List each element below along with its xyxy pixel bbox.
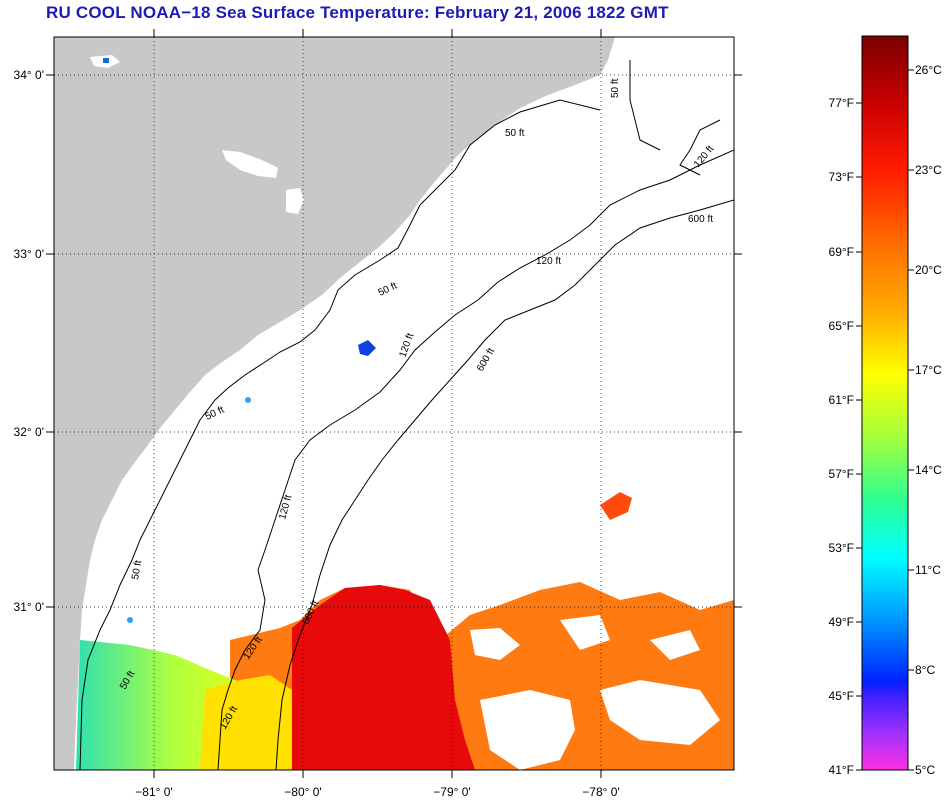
land [54,37,615,770]
colorbar-c-label: 26°C [915,63,942,77]
lat-lon-grid [54,37,734,770]
lon-label: −78° 0' [582,785,619,799]
cold-patch [103,58,109,63]
colorbar-c-label: 20°C [915,263,942,277]
colorbar-c-label: 11°C [915,563,941,577]
colorbar-f-label: 73°F [829,170,854,184]
colorbar-f-label: 65°F [829,319,854,333]
sst-patch [600,492,632,520]
contour-label: 50 ft [505,128,525,139]
colorbar-c-label: 8°C [915,663,935,677]
sst-yellow-region [200,675,292,770]
colorbar-c-label: 23°C [915,163,942,177]
sst-hot-region [292,585,475,770]
lake [286,188,304,214]
lon-label: −79° 0' [433,785,470,799]
contour-label: 120 ft [536,256,561,267]
map-frame [53,36,735,771]
contour-120ft [217,149,734,770]
contour-label: 50 ft [130,559,144,580]
colorbar-f-label: 57°F [829,467,854,481]
contour-label: 600 ft [688,214,713,225]
depth-contours [79,60,734,770]
contour-50ft-east [629,60,661,151]
map-title: RU COOL NOAA−18 Sea Surface Temperature:… [46,3,669,22]
colorbar-gradient [861,35,909,771]
cloud-mask [560,615,610,650]
axis-ticks [46,29,742,778]
contour-50ft [79,99,601,770]
colorbar-f-label: 77°F [829,96,854,110]
lon-label: −80° 0' [284,785,321,799]
cold-spot [358,340,376,356]
colorbar-f-label: 49°F [829,615,854,629]
contour-label: 50 ft [610,78,621,98]
contour-600ft [275,199,734,770]
colorbar-ticks [856,69,914,771]
cold-spot [245,397,251,403]
colorbar-c-label: 17°C [915,363,942,377]
lon-label: −81° 0' [135,785,172,799]
lake [222,150,278,178]
colorbar-f-label: 41°F [829,763,854,777]
colorbar-c-label: 14°C [915,463,942,477]
cold-spot [127,617,133,623]
contour-120ft-east [679,119,721,176]
lat-label: 34° 0' [14,68,44,82]
colorbar-f-label: 45°F [829,689,854,703]
cloud-mask [600,680,720,745]
lat-label: 31° 0' [14,600,44,614]
colorbar-f-label: 61°F [829,393,854,407]
colorbar-f-label: 69°F [829,245,854,259]
colorbar-f-label: 53°F [829,541,854,555]
lat-label: 32° 0' [14,425,44,439]
lat-label: 33° 0' [14,247,44,261]
colorbar-c-label: 5°C [915,763,935,777]
colorbar: 77°F 73°F 69°F 65°F 61°F 57°F 53°F 49°F … [829,35,942,777]
cloud-mask [470,628,520,660]
cloud-mask [650,630,700,660]
cloud-mask [480,690,575,770]
